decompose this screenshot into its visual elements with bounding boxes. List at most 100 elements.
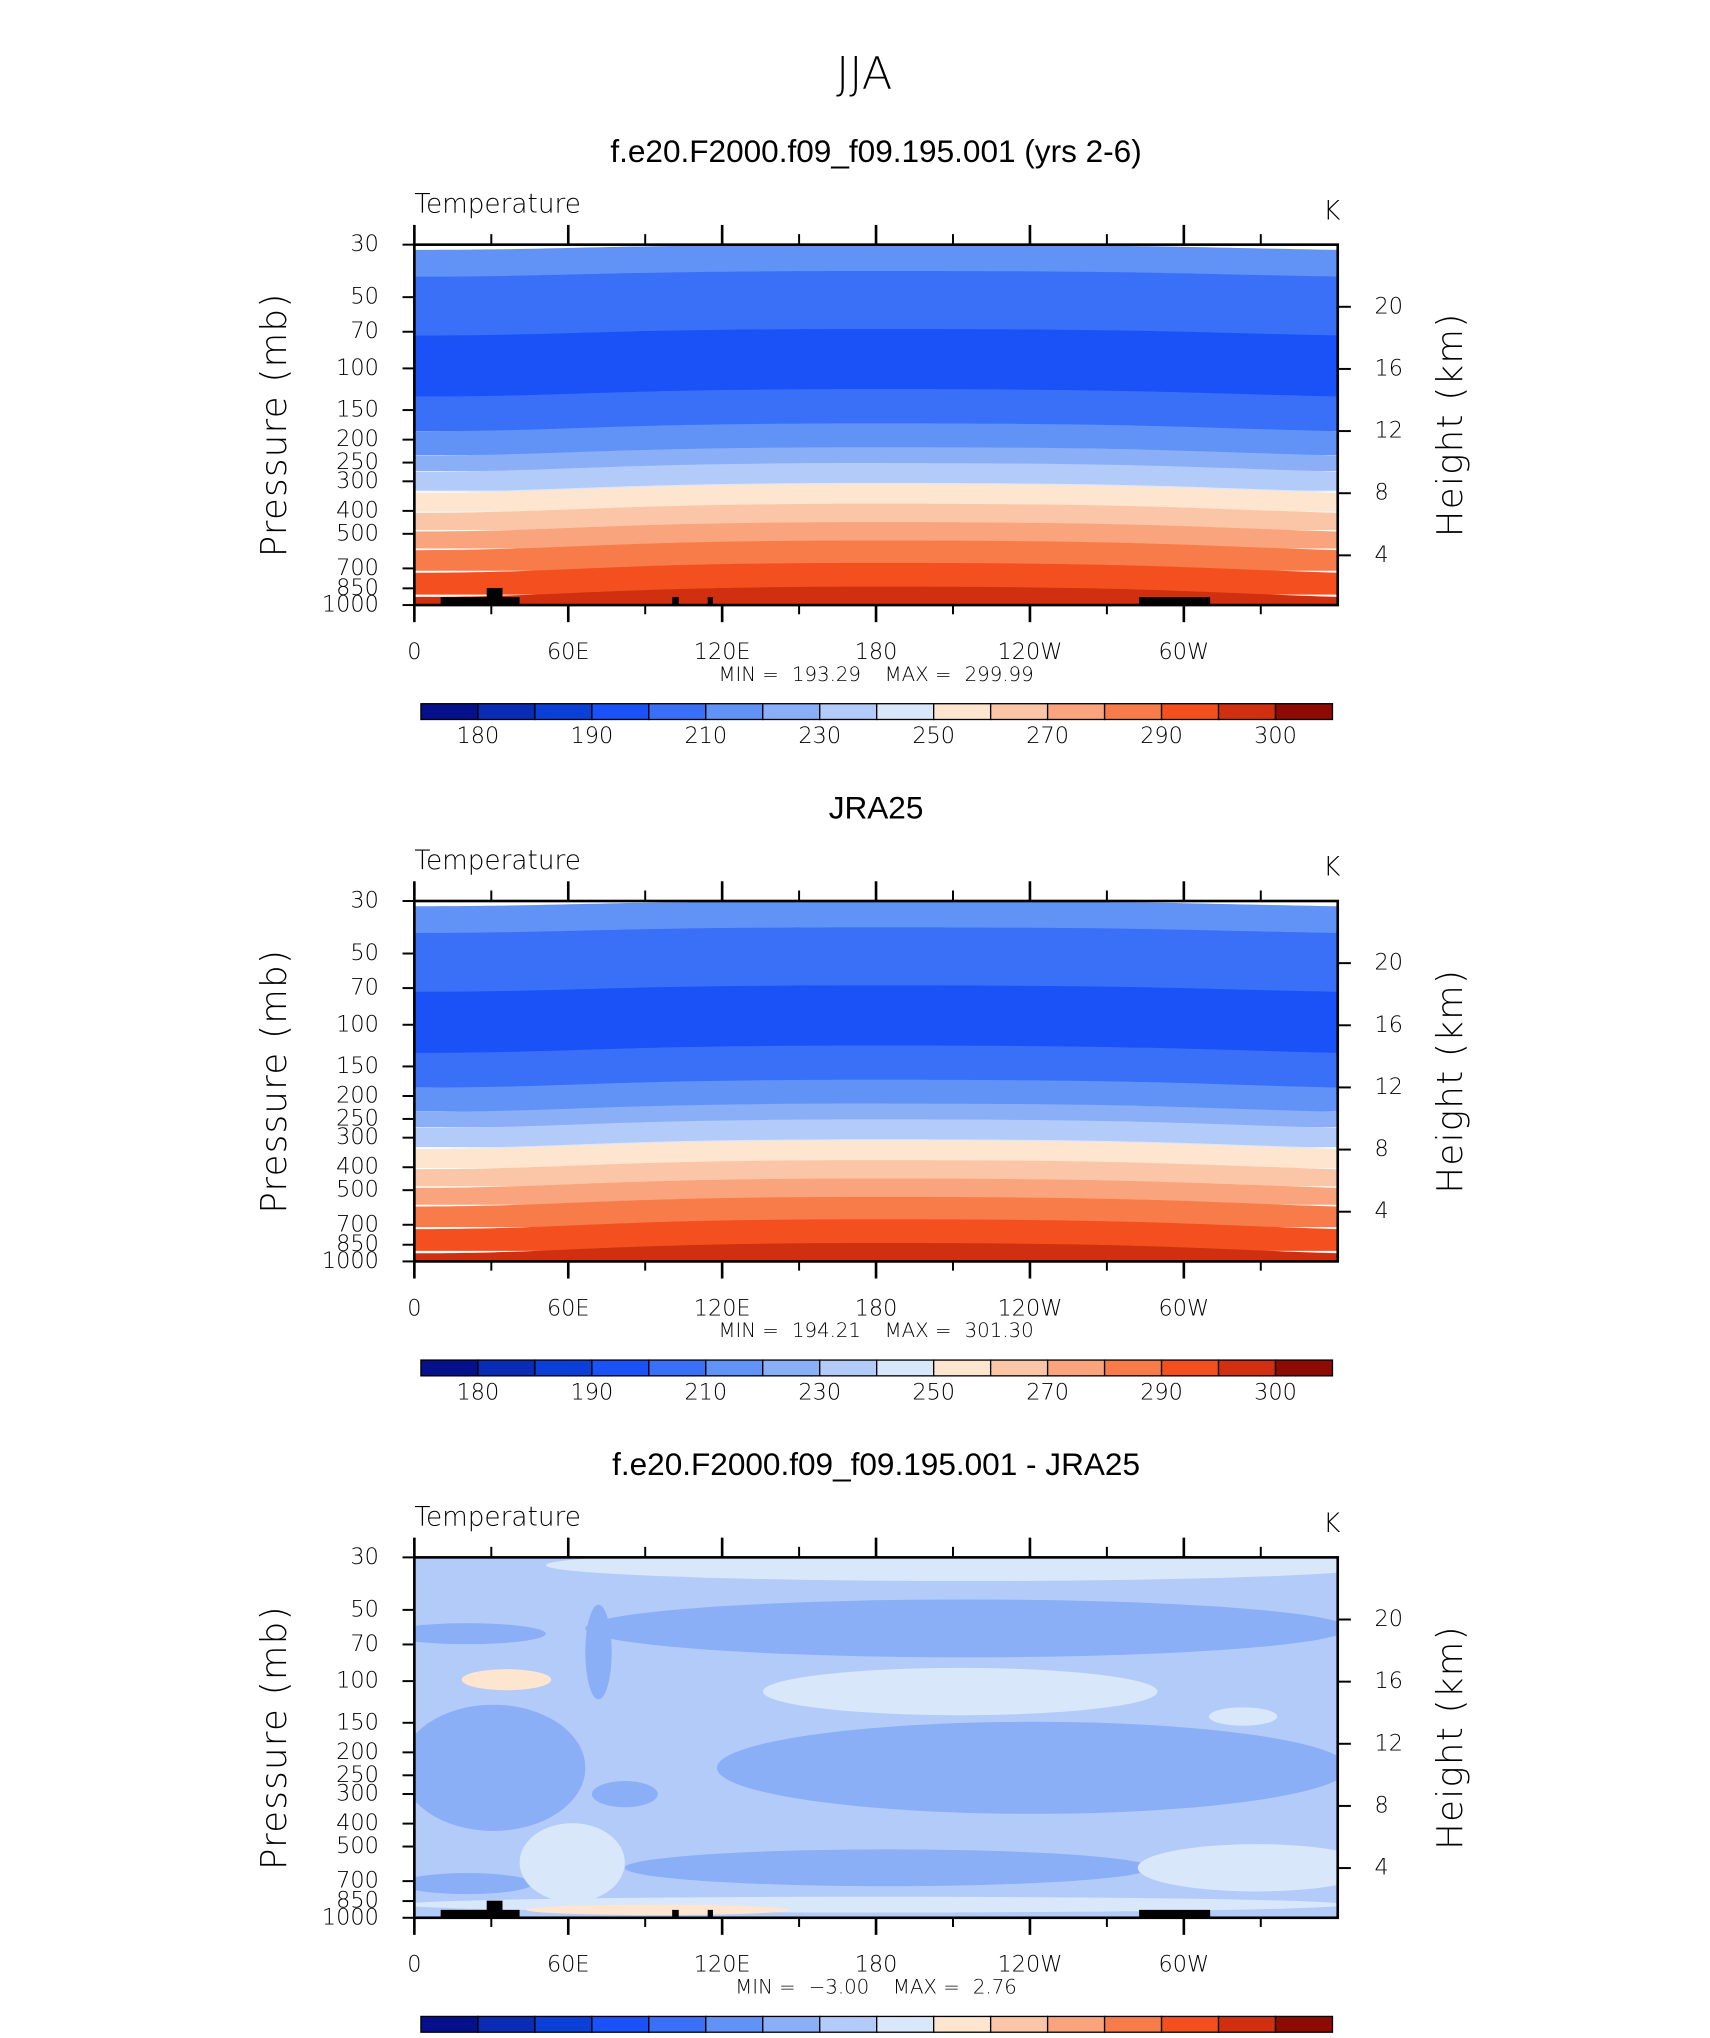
stat-label: MAX = <box>885 1319 952 1342</box>
panel-title: JRA25 <box>829 790 924 826</box>
y2-tick-label: 20 <box>1375 1606 1403 1632</box>
y-tick-label: 30 <box>350 231 378 257</box>
contour-band <box>414 1623 546 1645</box>
colorbar-label: 300 <box>1254 1379 1297 1405</box>
x-tick-label: 180 <box>855 639 898 665</box>
topography <box>707 597 713 606</box>
y-tick-label: 400 <box>336 1810 379 1836</box>
contour-band <box>1137 1844 1338 1892</box>
stat-label: MIN = <box>718 1319 778 1342</box>
left-label: Temperature <box>414 190 581 220</box>
stats: MIN = 193.29 MAX = 299.99 <box>718 662 1033 685</box>
y-tick-label: 50 <box>350 284 378 310</box>
colorbar-box <box>876 2015 935 2033</box>
y-axis-label: Pressure (mb) <box>254 1605 295 1870</box>
colorbar-box <box>705 2015 764 2033</box>
contour-band <box>461 1669 552 1691</box>
topography <box>672 1909 679 1918</box>
right-label: K <box>1323 196 1340 226</box>
y-tick-label: 50 <box>350 1596 378 1622</box>
y-tick-label: 100 <box>336 1668 379 1694</box>
colorbar-label: 250 <box>912 1379 955 1405</box>
colorbar-label: 230 <box>798 723 841 749</box>
colorbar-box <box>762 1359 821 1377</box>
colorbar-box <box>989 703 1049 721</box>
topography <box>707 1909 713 1918</box>
contour-band <box>414 1178 1338 1205</box>
x-tick-label: 180 <box>855 1295 898 1321</box>
stats: MIN = −3.00 MAX = 2.76 <box>735 1975 1017 1998</box>
y-tick-label: 850 <box>336 1888 379 1914</box>
colorbar-box <box>1160 1359 1220 1377</box>
y-tick-label: 700 <box>336 555 379 581</box>
contour-band <box>414 586 1338 606</box>
contour-band <box>414 540 1338 571</box>
right-label: K <box>1323 1509 1340 1539</box>
colorbar-label: 0 <box>870 2036 884 2038</box>
colorbar-box <box>933 1359 992 1377</box>
contour-band <box>414 1196 1338 1228</box>
colorbar-box <box>1217 2015 1277 2033</box>
colorbar-label: 230 <box>798 1379 841 1405</box>
x-tick-label: 60E <box>547 1295 590 1321</box>
contour-band <box>1208 1707 1278 1726</box>
colorbar-box <box>420 703 479 721</box>
y-tick-label: 700 <box>336 1868 379 1894</box>
y2-tick-label: 4 <box>1375 542 1389 568</box>
contour-band <box>414 1045 1338 1088</box>
stats: MIN = 194.21 MAX = 301.30 <box>718 1319 1033 1342</box>
contour-band <box>762 1667 1158 1716</box>
colorbar-label: −3 <box>689 2036 722 2038</box>
contour-band <box>414 927 1338 994</box>
x-tick-label: 60W <box>1159 639 1210 665</box>
topography <box>486 1900 503 1918</box>
colorbar-box <box>1274 703 1334 721</box>
contour-band <box>414 244 1338 279</box>
colorbar-box <box>819 703 878 721</box>
colorbar-label: 300 <box>1254 723 1297 749</box>
colorbar-box <box>1217 703 1277 721</box>
y-tick-label: 500 <box>336 520 379 546</box>
colorbar-box <box>591 703 650 721</box>
y2-tick-label: 20 <box>1375 293 1403 319</box>
colorbar-label: 2 <box>984 2036 998 2038</box>
y-tick-label: 70 <box>350 318 378 344</box>
panel-title: f.e20.F2000.f09_f09.195.001 (yrs 2-6) <box>610 133 1141 169</box>
colorbar-box <box>1160 703 1220 721</box>
stat-value: 2.76 <box>973 1975 1017 1998</box>
colorbar-label: 9 <box>1268 2036 1282 2038</box>
colorbar-box <box>1274 2015 1334 2033</box>
contour-field <box>414 1557 1338 1918</box>
y2-tick-label: 16 <box>1375 1012 1403 1038</box>
contour-band <box>591 1780 658 1808</box>
colorbar-label: 180 <box>457 723 500 749</box>
topography <box>672 597 679 606</box>
topography <box>1139 1909 1211 1918</box>
y-tick-label: 250 <box>336 449 379 475</box>
colorbar-box <box>1103 2015 1163 2033</box>
contour-band <box>414 389 1338 432</box>
colorbar-box <box>933 2015 992 2033</box>
contour-band <box>414 1873 533 1895</box>
y-tick-label: 200 <box>336 1739 379 1765</box>
colorbar-box <box>1046 1359 1106 1377</box>
y2-tick-label: 8 <box>1375 480 1389 506</box>
colorbar-box <box>1274 1359 1334 1377</box>
y-tick-label: 500 <box>336 1833 379 1859</box>
colorbar-label: −7 <box>518 2036 551 2038</box>
colorbar-box <box>762 703 821 721</box>
y-tick-label: 200 <box>336 426 379 452</box>
colorbar-box <box>420 2015 479 2033</box>
contour-band <box>585 1604 612 1700</box>
y-tick-label: 30 <box>350 888 378 914</box>
colorbar-label: −4 <box>632 2036 665 2038</box>
stat-label: MAX = <box>893 1975 960 1998</box>
contour-band <box>414 1160 1338 1187</box>
y-tick-label: 850 <box>336 575 379 601</box>
y-tick-label: 1000 <box>322 1904 379 1930</box>
y-tick-label: 70 <box>350 975 378 1001</box>
y-tick-label: 400 <box>336 1154 379 1180</box>
